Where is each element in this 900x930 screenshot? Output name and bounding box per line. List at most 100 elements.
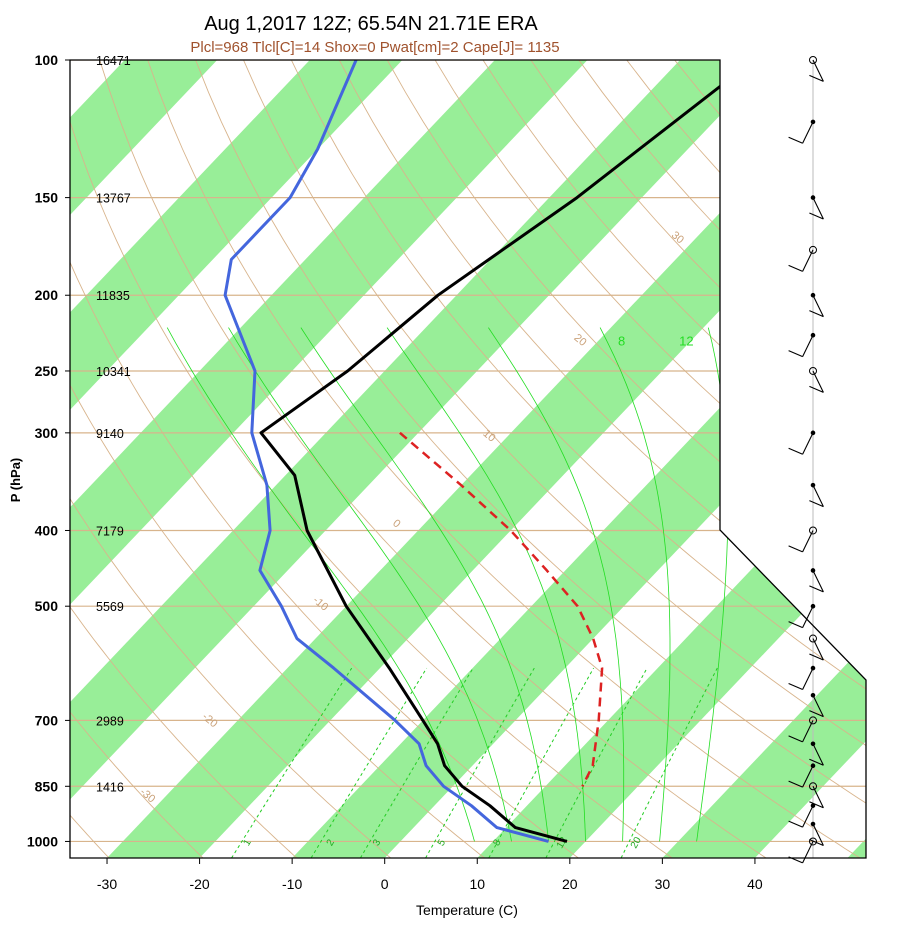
temperature-tick-label: -30 (97, 876, 117, 892)
wind-barb (812, 743, 824, 766)
dry-adiabat (290, 60, 866, 858)
wind-barb (802, 121, 814, 144)
wind-barb-flag (809, 710, 824, 718)
temperature-tick-label: 30 (655, 876, 671, 892)
height-label: 9140 (96, 427, 124, 441)
chart-subtitle: Plcl=968 Tlcl[C]=14 Shox=0 Pwat[cm]=2 Ca… (190, 39, 559, 56)
dry-adiabat-label: 40 (765, 138, 782, 155)
wind-barb-flag (788, 621, 803, 629)
mixing-ratio-label: 3 (371, 837, 384, 848)
wind-barb (802, 249, 814, 272)
wind-barb (812, 695, 824, 717)
dry-adiabat (70, 60, 204, 858)
wind-barb (812, 570, 824, 593)
pressure-tick-label: 300 (35, 425, 59, 441)
moist-adiabat (228, 327, 512, 842)
pressure-tick-label: 100 (35, 52, 59, 68)
pressure-tick-label: 200 (35, 287, 59, 303)
mixing-ratio-line (231, 667, 353, 858)
wind-barb-flag (788, 136, 803, 144)
height-label: 11835 (96, 289, 130, 303)
moist-adiabat (696, 327, 729, 842)
wind-barb-flag (809, 212, 824, 220)
wind-barb-flag (809, 653, 824, 661)
wind-barb-flag (788, 820, 803, 828)
temperature-tick-label: 20 (562, 876, 578, 892)
wind-barb (802, 667, 814, 690)
wind-barb-station (809, 56, 817, 64)
dry-adiabat (386, 60, 866, 858)
wind-barb-station (809, 245, 817, 254)
pressure-tick-label: 150 (35, 190, 59, 206)
wind-barb (802, 530, 814, 553)
sounding-curves (223, 60, 756, 843)
dry-adiabat-label: -10 (310, 594, 330, 613)
pressure-tick-label: 250 (35, 363, 59, 379)
wind-barb-flag (788, 735, 803, 743)
dry-adiabat-label: 50 (837, 82, 854, 99)
temperature-curve (259, 60, 756, 843)
mixing-ratio-label: 8 (491, 837, 504, 848)
moist-adiabat (599, 327, 671, 842)
wind-barbs (788, 56, 824, 864)
dry-adiabat (338, 60, 866, 858)
wind-barb-flag (809, 74, 824, 82)
height-label: 2989 (96, 714, 124, 728)
isotherm-band (70, 60, 773, 858)
isotherm-bands (70, 60, 866, 858)
wind-barb-flag (809, 500, 824, 508)
moist-adiabat (300, 327, 549, 842)
dry-adiabat-label: 10 (480, 428, 497, 445)
mixing-ratio-label: 1 (241, 837, 254, 848)
wind-barb-flag (788, 264, 803, 272)
mixing-ratio-line (359, 667, 474, 858)
temperature-tick-label: 10 (469, 876, 485, 892)
pressure-tick-label: 500 (35, 598, 59, 614)
isotherm-band (477, 60, 866, 858)
wind-barb (812, 823, 824, 846)
pressure-tick-label: 1000 (27, 833, 58, 849)
temperature-tick-label: -10 (282, 876, 302, 892)
height-label: 10341 (96, 365, 131, 379)
height-label: 13767 (96, 192, 131, 206)
dry-adiabat-label: 0 (390, 517, 402, 530)
isotherm-band (70, 60, 403, 858)
wind-barb-flag (809, 801, 824, 809)
dry-adiabat (195, 60, 866, 858)
wind-barb-flag (809, 385, 824, 393)
dry-adiabat (70, 60, 485, 858)
wind-barb-station (809, 634, 817, 643)
mixing-ratio-label: 5 (436, 837, 449, 848)
mixing-ratio-line (310, 667, 428, 858)
isotherm-band (70, 60, 588, 858)
wind-barb-flag (809, 758, 824, 766)
wind-barb-station (809, 837, 817, 846)
wind-barb-station (809, 716, 817, 725)
dry-adiabat (70, 60, 673, 858)
wind-barb-flag (788, 780, 803, 788)
pressure-tick-label: 850 (35, 778, 59, 794)
wind-barb (812, 786, 824, 808)
wind-barb (812, 370, 824, 393)
wind-barb (802, 765, 814, 788)
wind-barb (802, 605, 814, 628)
wind-barb-flag (788, 447, 803, 455)
parcel-curve (399, 431, 604, 787)
mixing-ratio-label: 8 (618, 334, 625, 349)
wind-barb-flag (809, 585, 824, 593)
wind-barb-flag (788, 350, 803, 358)
plot-frame (69, 59, 867, 859)
moist-adiabat (488, 327, 625, 842)
wind-barb-flag (788, 545, 803, 553)
wind-barb (812, 484, 824, 507)
temperature-tick-label: -20 (189, 876, 209, 892)
height-label: 16471 (96, 54, 131, 68)
dry-adiabat (434, 60, 866, 858)
temperature-tick-label: 40 (747, 876, 763, 892)
y-axis-label: P (hPa) (8, 458, 23, 503)
dry-adiabat-label: 30 (669, 229, 686, 246)
wind-barb (802, 805, 814, 828)
wind-barb (802, 841, 814, 864)
dry-adiabat (147, 60, 861, 858)
